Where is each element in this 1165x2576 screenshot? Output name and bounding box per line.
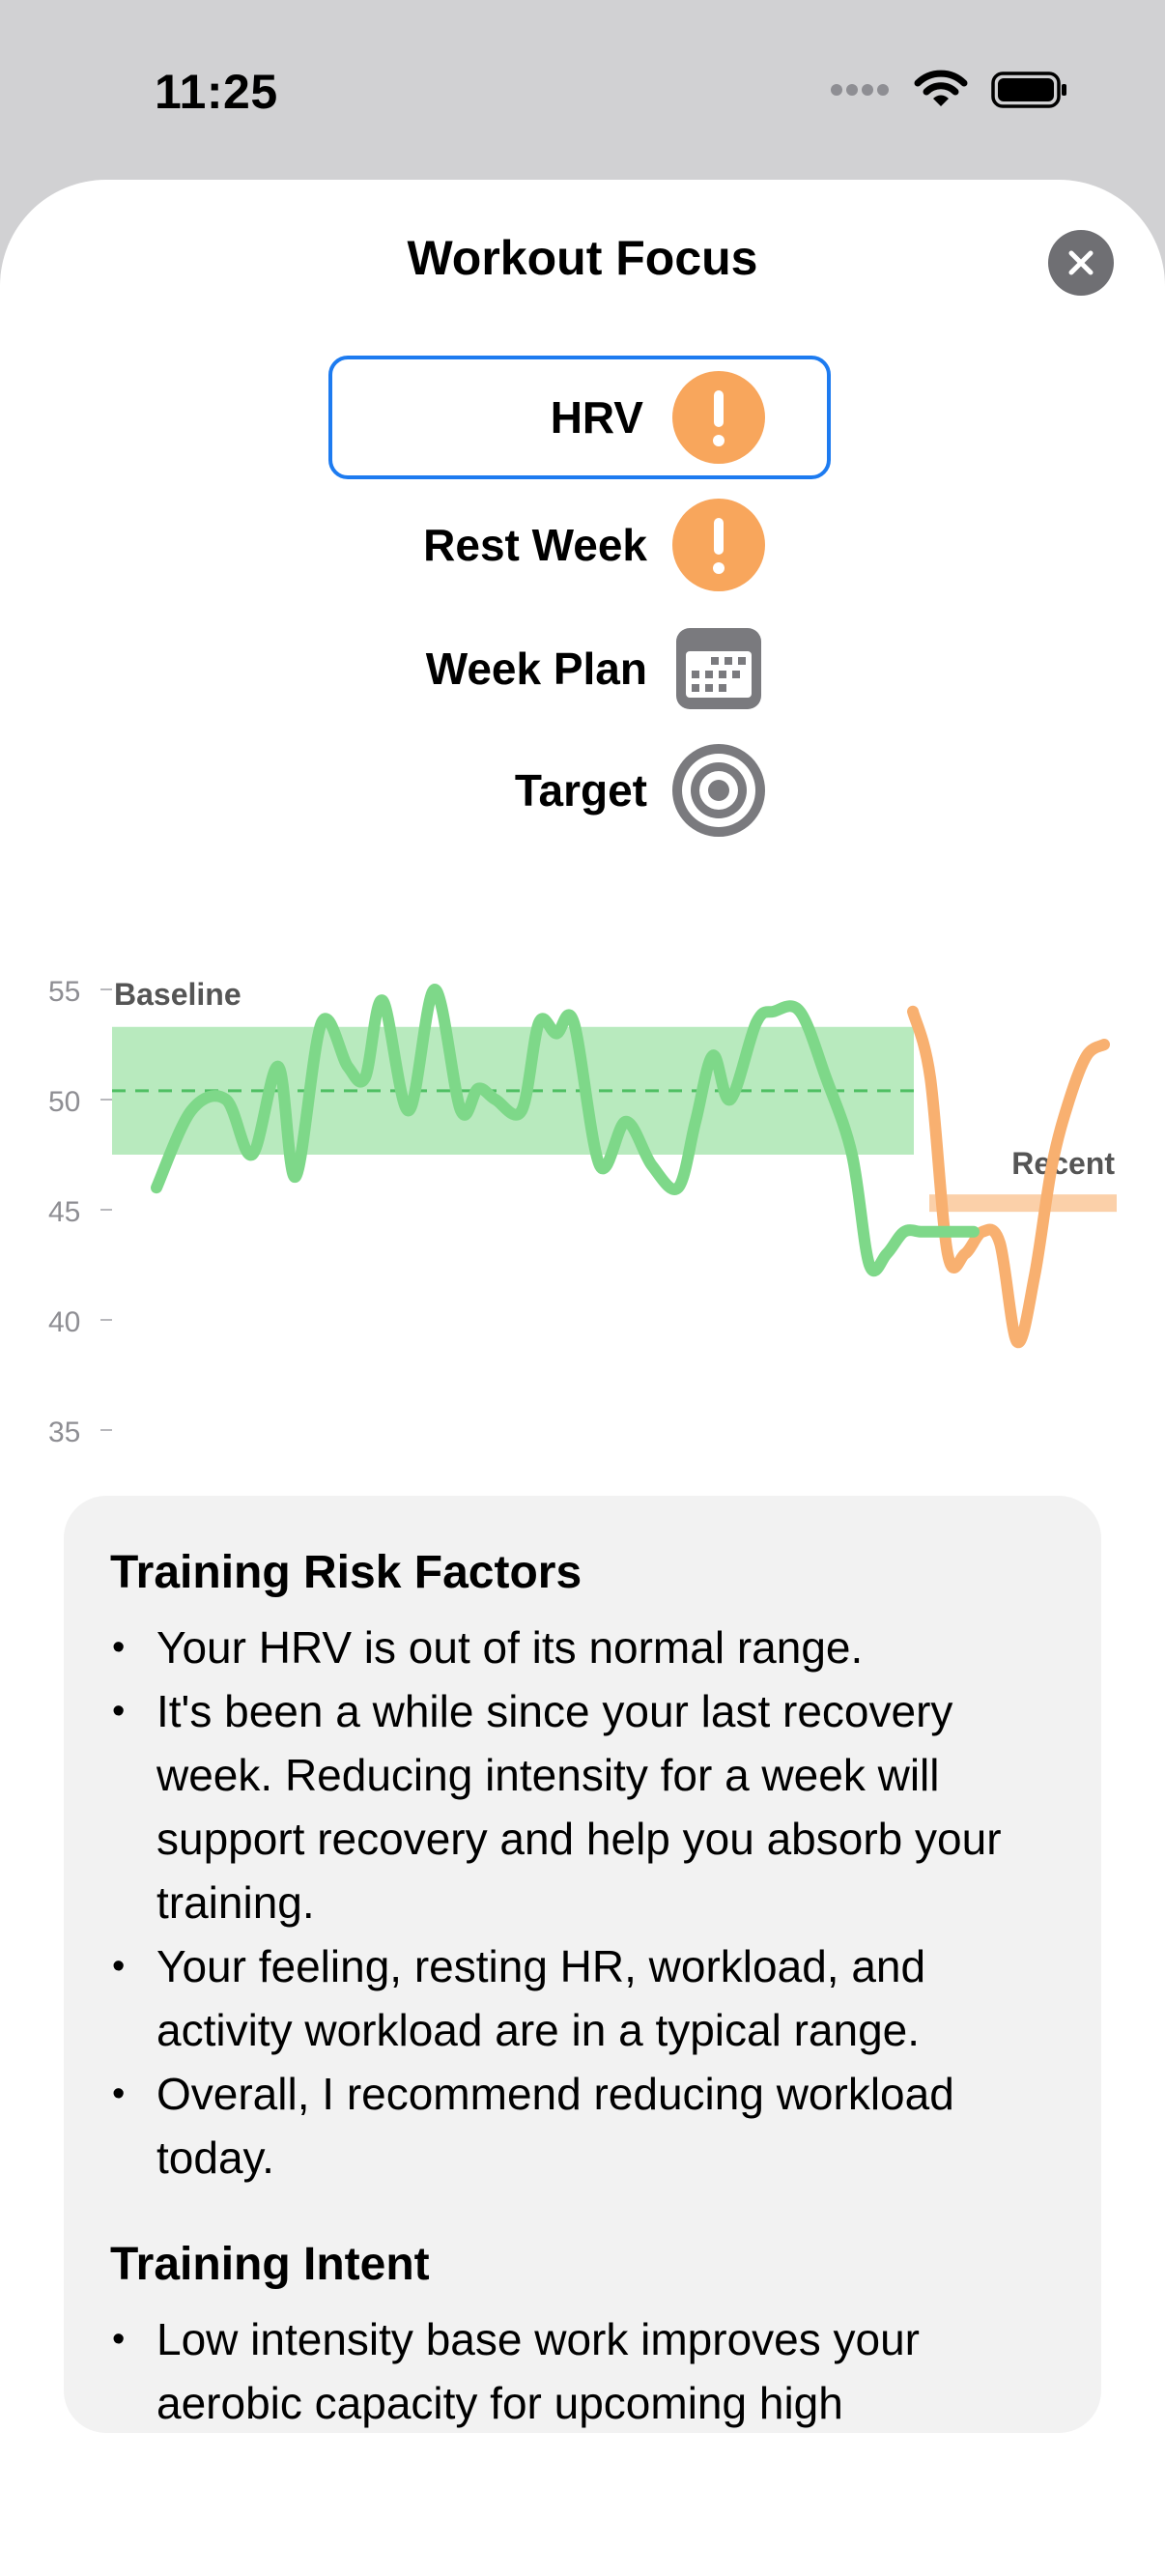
factor-label: Week Plan [425,644,647,694]
factor-label: HRV [550,392,643,443]
factor-row-hrv[interactable]: HRV [328,356,831,479]
hrv-chart: 55 50 45 40 35 Baseline Recent [0,947,1165,1459]
list-item: • Your HRV is out of its normal range. [112,1622,864,1673]
y-tick-label: 50 [48,1086,80,1118]
list-item: • It's been a while since your last recov… [112,1686,1002,1928]
y-tick-label: 55 [48,976,80,1008]
list-item: • Overall, I recommend reducing workload … [112,2069,954,2183]
factor-row-rest-week[interactable]: Rest Week [328,483,831,607]
factor-label: Rest Week [423,520,647,570]
card-section-title: Training Risk Factors [110,1547,582,1598]
list-item: • Low intensity base work improves your a… [112,2314,920,2428]
hrv-chart-svg: 55 50 45 40 35 Baseline Recent [48,976,1117,1448]
card-section-title: Training Intent [110,2239,430,2290]
y-tick-label: 35 [48,1417,80,1448]
exclamation-icon [672,371,765,464]
list-item: • Your feeling, resting HR, workload, and… [112,1941,926,2055]
calendar-icon [676,628,761,709]
factor-row-target[interactable]: Target [328,729,831,852]
info-card: Training Risk Factors • Your HRV is out of… [64,1496,1101,2433]
recent-band [929,1194,1117,1213]
baseline-label: Baseline [114,977,242,1012]
wifi-icon [914,70,968,106]
info-card-content: Training Risk Factors • Your HRV is out of… [110,1544,1053,2433]
status-icons [831,70,1068,110]
battery-icon [991,72,1066,108]
status-time: 11:25 [155,65,278,119]
y-tick-label: 40 [48,1306,80,1338]
close-button[interactable] [1048,230,1114,296]
cellular-signal-icon [831,84,889,96]
hrv-series-line [151,984,980,1277]
card-section-list: • Low intensity base work improves your a… [110,2307,1053,2433]
y-tick-label: 45 [48,1196,80,1228]
card-section-list: • Your HRV is out of its normal range. • It… [110,1616,1053,2190]
recent-series-line [907,1005,1110,1349]
status-bar: 11:25 [0,0,1165,184]
factor-row-week-plan[interactable]: Week Plan [328,607,831,730]
factor-label: Target [514,765,647,816]
recent-label: Recent [1011,1146,1115,1181]
sheet-title: Workout Focus [407,231,758,285]
target-icon [672,744,765,837]
close-icon [1068,250,1094,275]
exclamation-icon [672,499,765,591]
